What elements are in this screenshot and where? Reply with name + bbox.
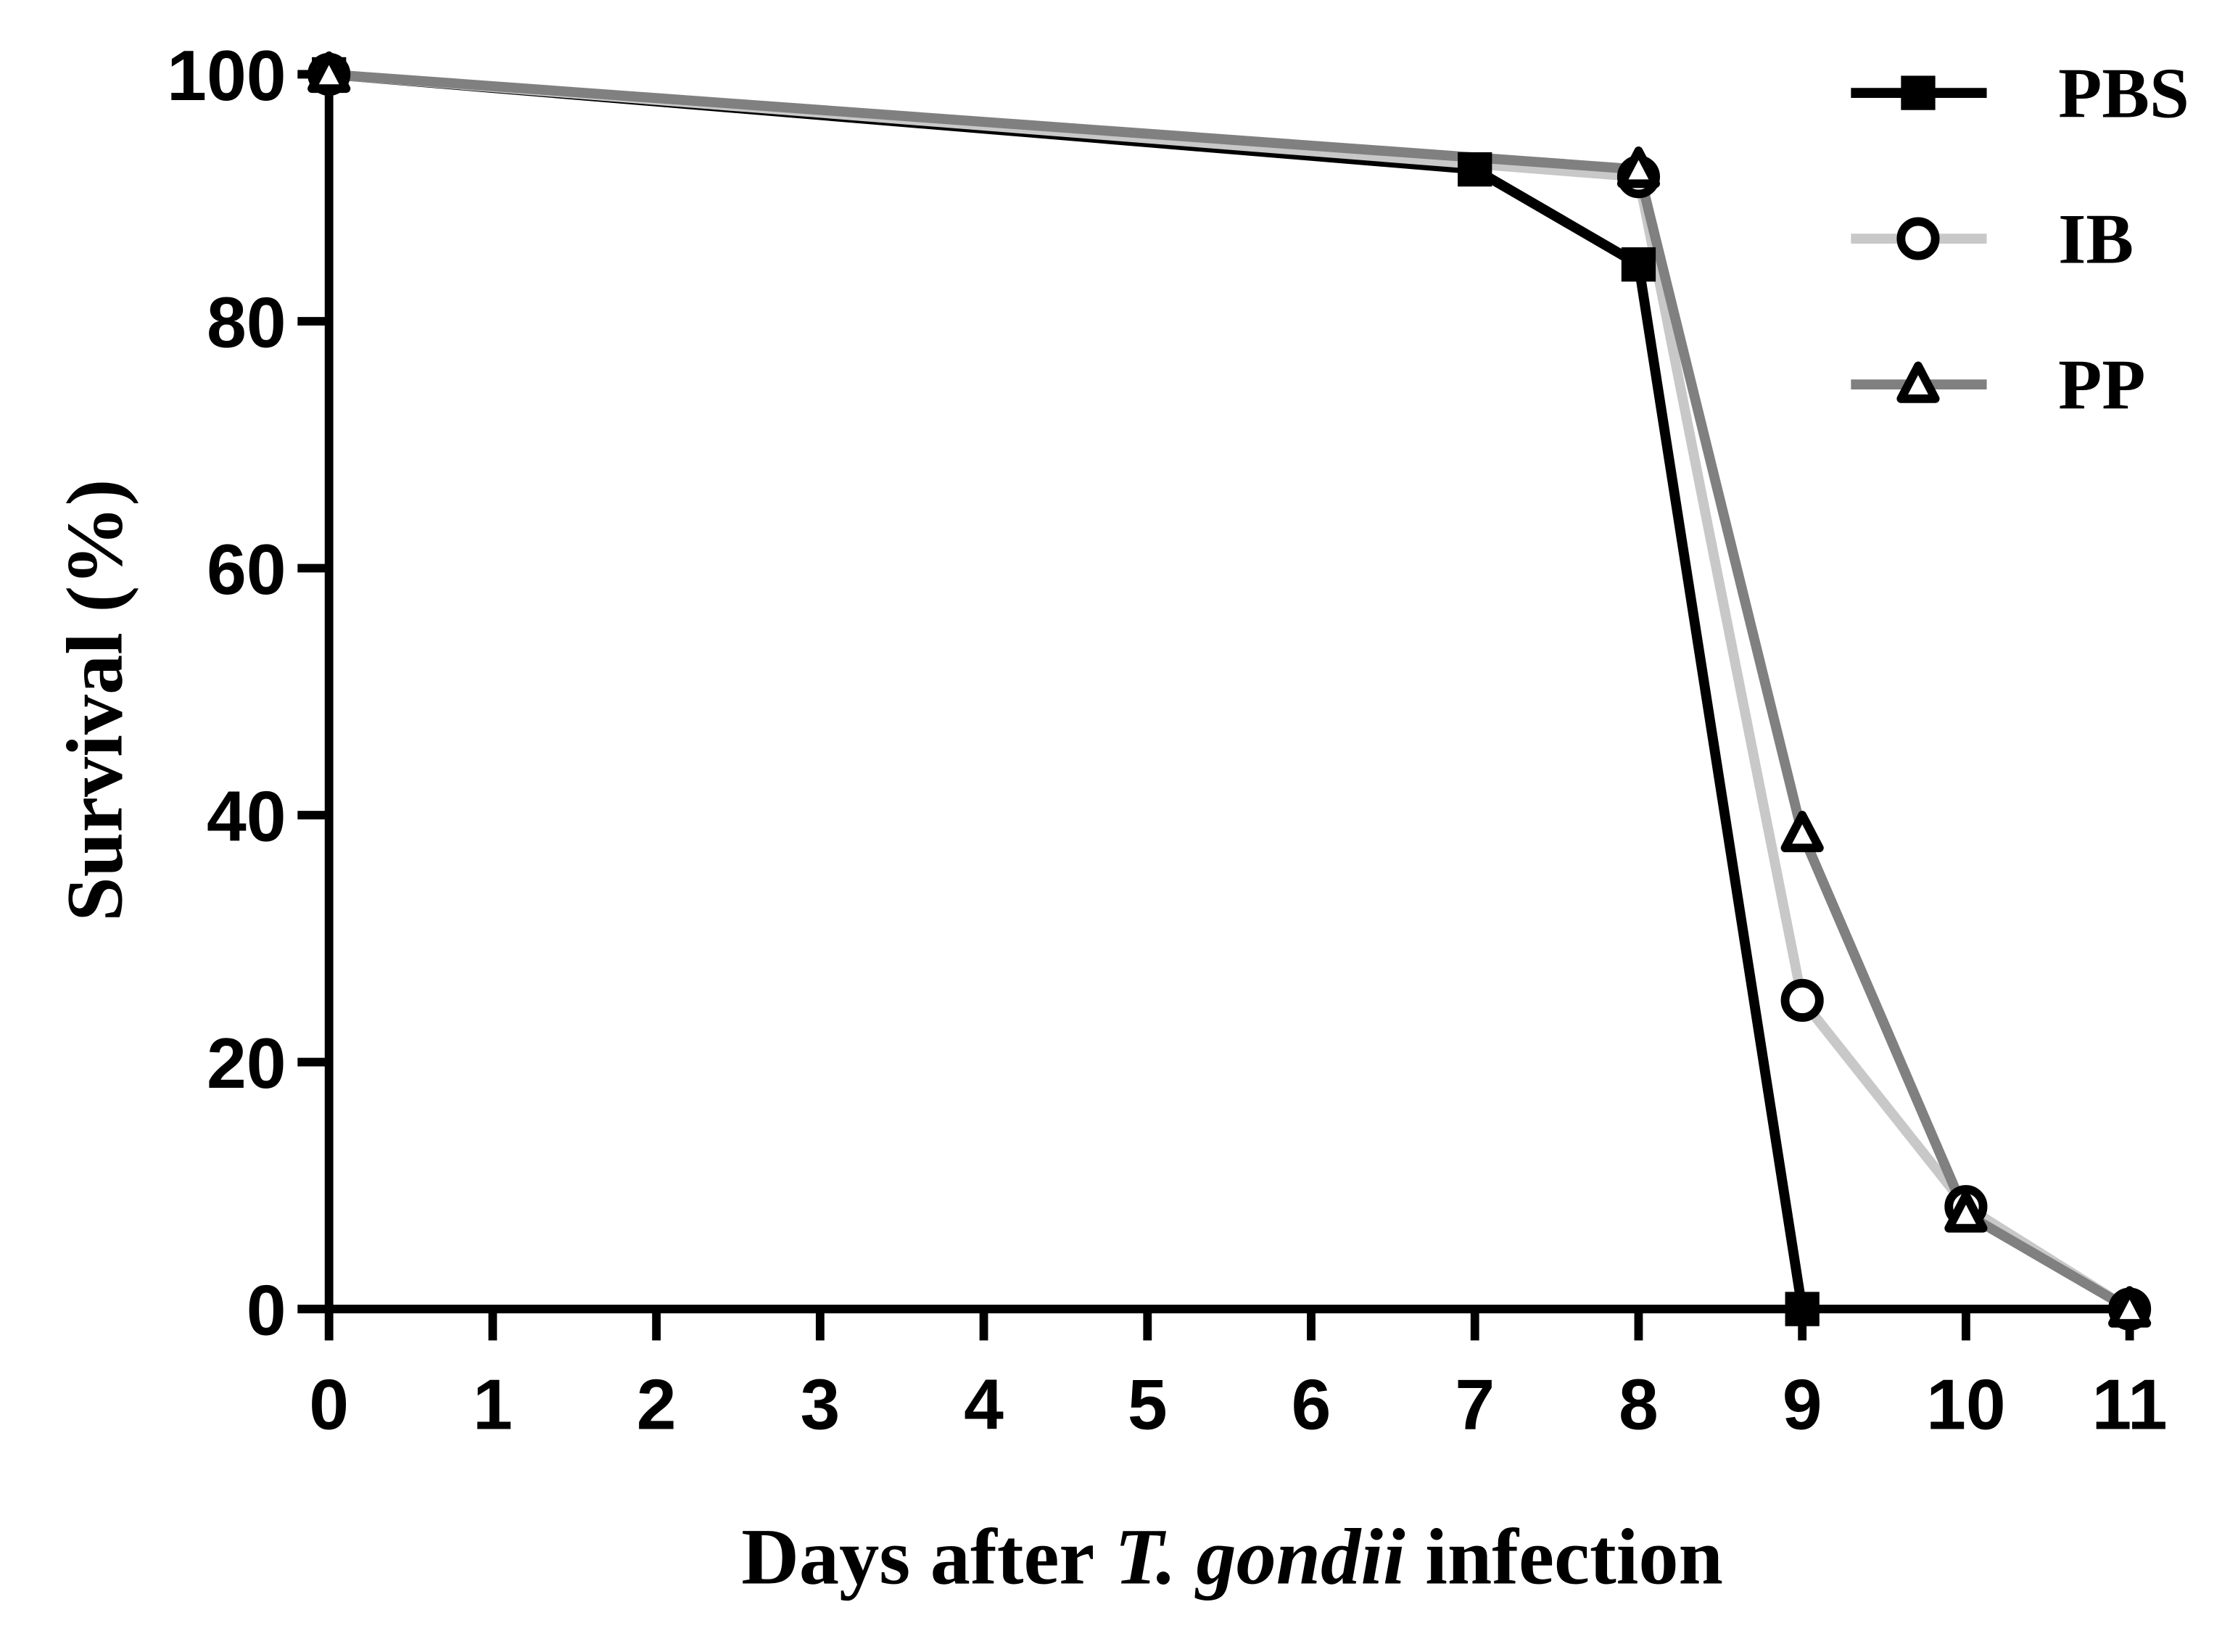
- x-tick-label: 2: [637, 1365, 677, 1445]
- marker: [1458, 152, 1492, 187]
- x-tick-label: 0: [309, 1365, 349, 1445]
- marker: [1780, 978, 1824, 1022]
- y-tick-label: 20: [207, 1023, 286, 1103]
- x-tick-label: 8: [1619, 1365, 1659, 1445]
- marker: [1785, 1292, 1820, 1326]
- x-label-part: infection: [1425, 1512, 1723, 1601]
- series-line: [329, 69, 2133, 1313]
- x-tick-label: 1: [473, 1365, 513, 1445]
- y-tick-label: 40: [207, 776, 286, 856]
- legend-label: PBS: [2058, 54, 2189, 133]
- legend-label: PP: [2058, 346, 2145, 425]
- x-tick-label: 9: [1783, 1365, 1822, 1445]
- legend-marker: [1901, 75, 1936, 110]
- x-tick-label: 3: [800, 1365, 840, 1445]
- x-label-part: Days after: [741, 1512, 1094, 1601]
- y-tick-label: 0: [247, 1271, 286, 1350]
- marker: [307, 51, 351, 94]
- marker: [2108, 1286, 2152, 1328]
- x-tick-label: 5: [1128, 1365, 1168, 1445]
- x-tick-label: 11: [2092, 1365, 2168, 1445]
- series-line: [329, 69, 2133, 1314]
- y-tick-label: 100: [167, 36, 286, 115]
- x-tick-label: 7: [1455, 1365, 1495, 1445]
- marker: [1616, 146, 1661, 189]
- legend-marker: [1896, 361, 1940, 403]
- x-label-part: T. gondii: [1115, 1512, 1405, 1601]
- y-tick-label: 60: [207, 529, 286, 609]
- legend-marker: [1896, 217, 1940, 260]
- x-tick-label: 4: [964, 1365, 1004, 1445]
- x-tick-label: 10: [1926, 1365, 2006, 1445]
- y-axis-label: Survival (%): [51, 479, 139, 922]
- marker: [1780, 811, 1824, 853]
- marker: [1944, 1191, 1988, 1233]
- x-tick-label: 6: [1292, 1365, 1331, 1445]
- x-axis-label: Days after T. gondii infection: [741, 1512, 1723, 1601]
- legend-label: IB: [2058, 200, 2134, 279]
- y-tick-label: 80: [207, 282, 286, 362]
- series-line: [329, 69, 1807, 1310]
- marker: [1621, 247, 1656, 282]
